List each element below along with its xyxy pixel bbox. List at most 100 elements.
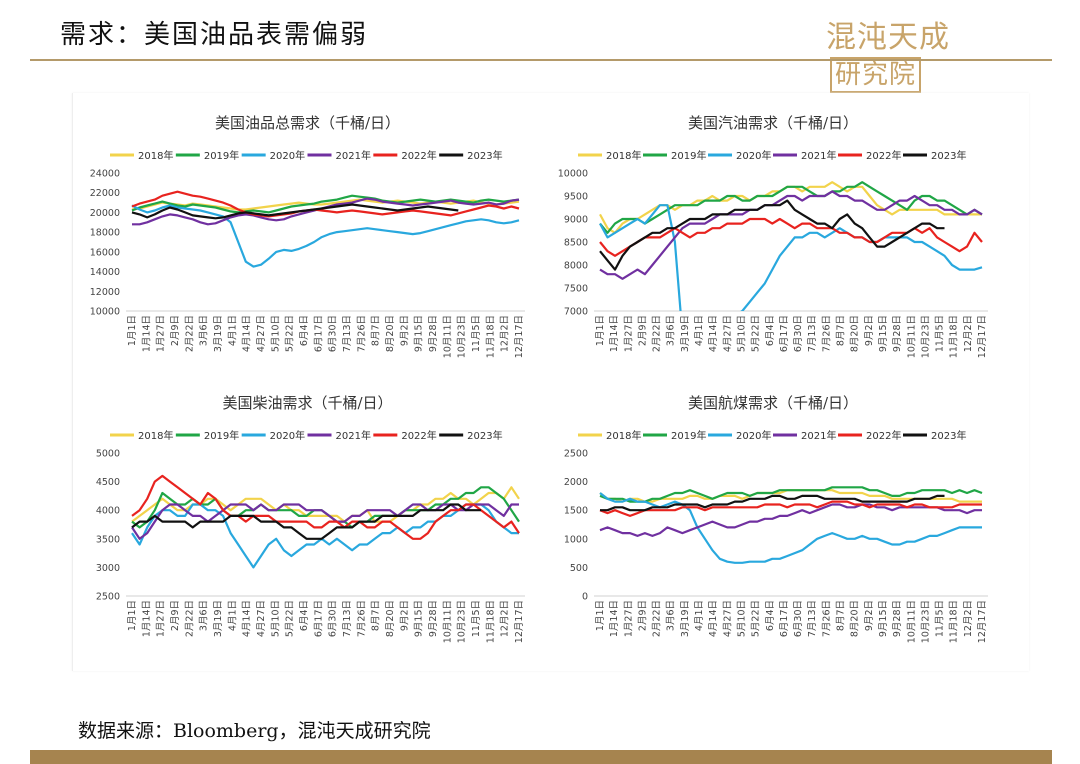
x-tick-label: 11月18日 [949,600,960,643]
x-tick-label: 6月17日 [313,600,324,637]
x-tick-label: 6月4日 [765,600,776,631]
x-tick-label: 12月2日 [963,315,974,352]
legend-label: 2022年 [401,429,436,442]
series-line [131,486,520,523]
y-tick-label: 5000 [96,449,120,460]
chart-title: 美国汽油需求（千桶/日） [688,114,858,132]
x-tick-label: 6月30日 [793,600,804,637]
x-tick-label: 3月6日 [666,600,677,631]
x-tick-label: 10月23日 [920,315,931,358]
legend-label: 2019年 [204,149,239,162]
x-tick-label: 12月17日 [977,600,988,643]
x-tick-label: 7月26日 [821,315,832,352]
x-tick-label: 5月22日 [285,600,296,637]
x-tick-label: 10月11日 [442,600,453,643]
y-tick-label: 3500 [96,534,120,545]
series-line [131,503,482,540]
x-tick-label: 9月28日 [892,315,903,352]
y-tick-label: 14000 [90,267,120,278]
x-tick-label: 5月10日 [736,315,747,352]
x-tick-label: 7月26日 [821,600,832,637]
x-tick-label: 2月9日 [637,600,648,631]
series-line [600,494,945,512]
y-tick-label: 500 [570,563,588,574]
x-tick-label: 6月4日 [299,315,310,346]
x-tick-label: 12月2日 [963,600,974,637]
x-tick-label: 2月9日 [637,315,648,346]
x-tick-label: 4月14日 [242,315,253,352]
x-tick-label: 7月26日 [356,600,367,637]
x-tick-label: 9月28日 [892,600,903,637]
series-line [131,503,519,569]
x-tick-label: 9月15日 [878,600,889,637]
x-tick-label: 10月23日 [920,600,931,643]
x-tick-label: 7月13日 [807,600,818,637]
logo-seal: 研究院 [830,57,922,93]
y-tick-label: 7000 [564,307,588,318]
x-tick-label: 9月28日 [428,315,439,352]
x-tick-label: 11月5日 [471,600,482,637]
series-line [599,492,982,564]
series-line [131,474,520,540]
x-tick-label: 3月19日 [213,315,224,352]
legend-label: 2023年 [931,429,966,442]
x-tick-label: 6月30日 [328,600,339,637]
x-tick-label: 10月23日 [457,600,468,643]
x-tick-label: 4月1日 [694,315,705,346]
x-tick-label: 8月20日 [385,600,396,637]
x-tick-label: 12月17日 [514,600,525,643]
x-tick-label: 11月18日 [485,315,496,358]
x-tick-label: 2月22日 [652,600,663,637]
x-tick-label: 4月14日 [708,600,719,637]
chart-total-demand: 美国油品总需求（千桶/日） 2018年 2019年 2020年 2021年 2022年 20… [80,108,535,373]
x-tick-label: 1月1日 [595,315,606,346]
x-tick-label: 11月18日 [949,315,960,358]
company-logo: 混沌天成研究院 [826,12,1026,93]
x-tick-label: 2月22日 [652,315,663,352]
y-tick-label: 2500 [96,592,120,603]
legend-label: 2023年 [467,429,502,442]
x-tick-label: 4月1日 [227,600,238,631]
chart-title: 美国柴油需求（千桶/日） [222,394,392,412]
x-tick-label: 1月14日 [609,315,620,352]
series-line [599,199,945,271]
legend-label: 2020年 [270,149,305,162]
x-tick-label: 2月22日 [184,315,195,352]
x-tick-label: 8月20日 [850,600,861,637]
x-tick-label: 6月30日 [328,315,339,352]
x-tick-label: 1月1日 [127,600,138,631]
x-tick-label: 8月20日 [850,315,861,352]
logo-text: 混沌天成 [826,20,950,55]
x-tick-label: 11月18日 [485,600,496,643]
series-line [599,217,983,257]
x-tick-label: 8月20日 [385,315,396,352]
series-line [599,190,983,280]
x-tick-label: 1月27日 [156,315,167,352]
legend-label: 2021年 [336,149,371,162]
footer-bar [30,750,1052,764]
x-tick-label: 3月6日 [666,315,677,346]
legend-label: 2019年 [204,429,239,442]
series-line [599,486,983,503]
x-tick-label: 4月27日 [722,315,733,352]
x-tick-label: 6月17日 [779,315,790,352]
chart-diesel-demand: 美国柴油需求（千桶/日） 2018年 2019年 2020年 2021年 2022年 202… [80,388,535,658]
x-tick-label: 7月13日 [807,315,818,352]
series-line [131,203,459,220]
y-tick-label: 2000 [564,477,588,488]
x-tick-label: 10月11日 [906,600,917,643]
x-tick-label: 9月15日 [414,315,425,352]
x-tick-label: 4月1日 [227,315,238,346]
x-tick-label: 6月17日 [313,315,324,352]
y-tick-label: 4000 [96,506,120,517]
series-line [131,194,520,214]
x-tick-label: 5月10日 [736,600,747,637]
legend-label: 2020年 [270,429,305,442]
chart-title: 美国航煤需求（千桶/日） [688,394,858,412]
x-tick-label: 1月1日 [595,600,606,631]
x-tick-label: 11月5日 [935,315,946,352]
x-tick-label: 6月4日 [765,315,776,346]
x-tick-label: 10月11日 [906,315,917,358]
x-tick-label: 3月6日 [199,315,210,346]
x-tick-label: 9月2日 [864,600,875,631]
